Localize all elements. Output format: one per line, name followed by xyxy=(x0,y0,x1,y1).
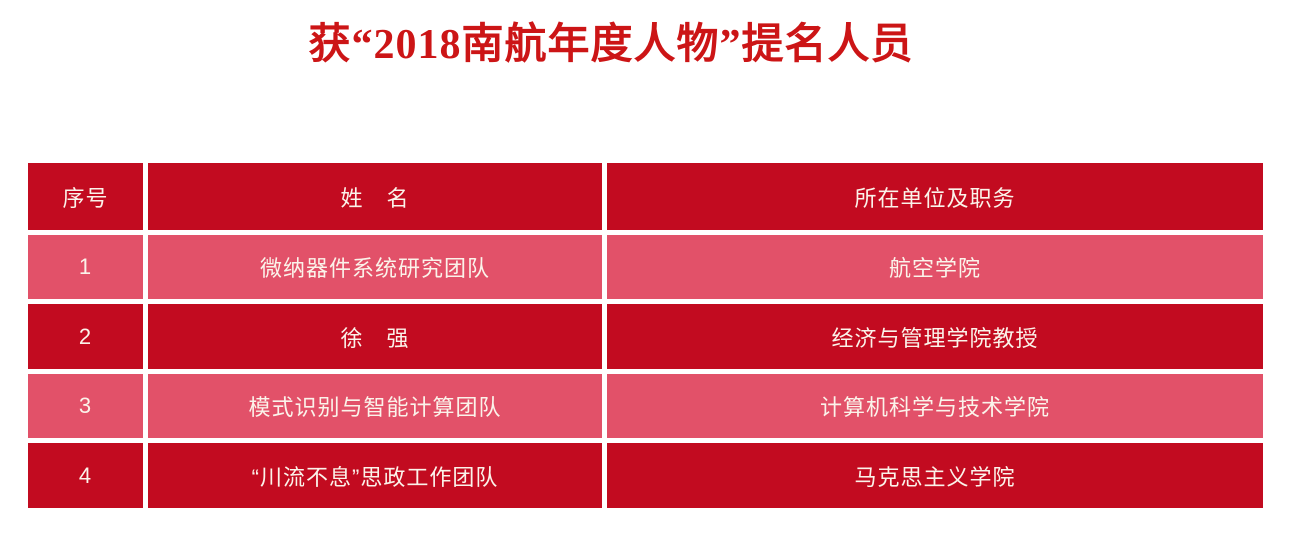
row-name-cell: 徐 强 xyxy=(148,304,602,369)
row-name-cell: “川流不息”思政工作团队 xyxy=(148,443,602,508)
header-cell-name: 姓 名 xyxy=(148,163,602,230)
header-cell-unit: 所在单位及职务 xyxy=(607,163,1263,230)
row-number-cell: 3 xyxy=(28,374,143,438)
row-name-cell: 模式识别与智能计算团队 xyxy=(148,374,602,438)
page-title: 获“2018南航年度人物”提名人员 xyxy=(308,22,914,68)
row-unit-cell: 马克思主义学院 xyxy=(607,443,1263,508)
nominees-table: 序号 姓 名 所在单位及职务 1 微纳器件系统研究团队 航空学院 2 徐 强 经… xyxy=(28,163,1263,508)
header-cell-number: 序号 xyxy=(28,163,143,230)
row-number-cell: 2 xyxy=(28,304,143,369)
row-unit-cell: 经济与管理学院教授 xyxy=(607,304,1263,369)
row-unit-cell: 计算机科学与技术学院 xyxy=(607,374,1263,438)
row-unit-cell: 航空学院 xyxy=(607,235,1263,299)
row-number-cell: 4 xyxy=(28,443,143,508)
row-name-cell: 微纳器件系统研究团队 xyxy=(148,235,602,299)
row-number-cell: 1 xyxy=(28,235,143,299)
